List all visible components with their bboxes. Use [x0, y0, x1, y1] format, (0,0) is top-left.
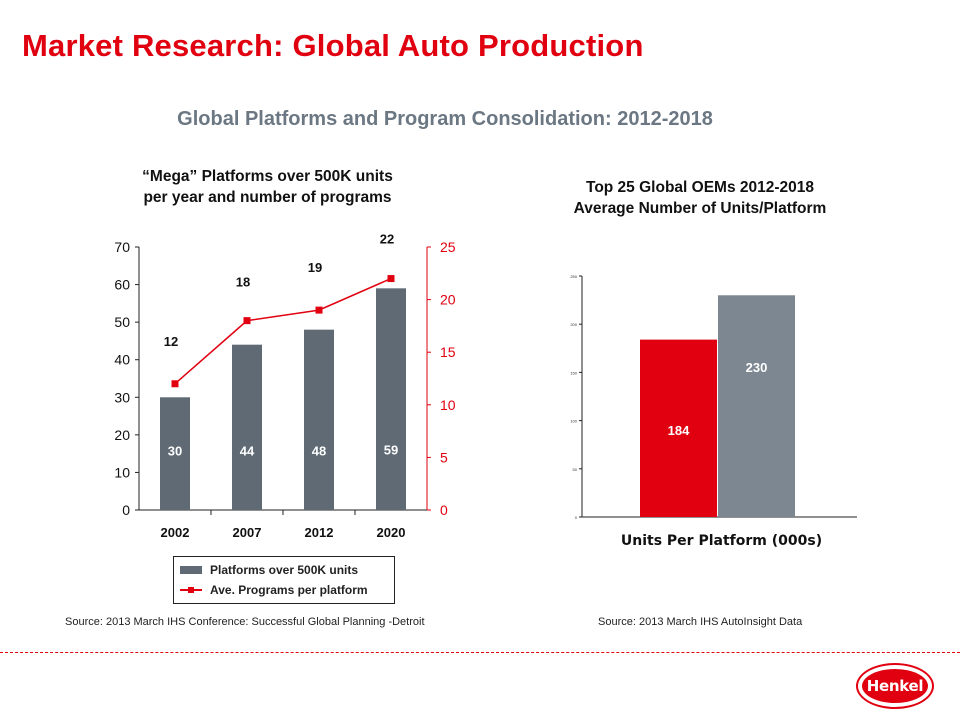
- bar-value-label: 30: [168, 444, 182, 459]
- line-point: [243, 317, 251, 325]
- line-value-label: 22: [380, 232, 394, 247]
- left-source-note: Source: 2013 March IHS Conference: Succe…: [65, 616, 425, 628]
- legend-item-line: Ave. Programs per platform: [180, 581, 368, 599]
- bar: [376, 288, 406, 510]
- right-chart-y-tick-label: 200: [570, 322, 577, 327]
- line-point: [387, 275, 395, 283]
- legend-line-label: Ave. Programs per platform: [210, 583, 368, 597]
- right-chart-heading-line2: Average Number of Units/Platform: [573, 200, 827, 217]
- line-point: [171, 380, 179, 388]
- legend-item-bars: Platforms over 500K units: [180, 561, 358, 579]
- right-y-tick-label: 5: [440, 449, 448, 465]
- logo-inner: Henkel: [862, 669, 928, 703]
- page-subtitle: Global Platforms and Program Consolidati…: [177, 108, 713, 130]
- right-chart-bar: [640, 339, 717, 517]
- right-chart-x-label: Units Per Platform (000s): [621, 533, 822, 549]
- right-y-tick-label: 0: [440, 502, 448, 518]
- bar-value-label: 44: [240, 444, 255, 459]
- line-value-label: 12: [164, 334, 178, 349]
- right-chart-y-tick-label: 50: [573, 467, 578, 472]
- right-chart-y-tick-label: 100: [570, 419, 577, 424]
- bar-value-label: 48: [312, 444, 326, 459]
- right-chart-y-tick-label: 0: [575, 515, 578, 520]
- x-tick-label: 2020: [377, 525, 406, 540]
- right-source-note: Source: 2013 March IHS AutoInsight Data: [598, 616, 803, 628]
- left-y-tick-label: 30: [114, 389, 130, 405]
- bar: [304, 329, 334, 510]
- page-title: Market Research: Global Auto Production: [22, 28, 644, 63]
- line-value-label: 19: [308, 260, 322, 275]
- legend-bar-label: Platforms over 500K units: [210, 563, 359, 577]
- footer-divider: [0, 652, 960, 654]
- right-chart-bar-label: 184: [668, 423, 690, 438]
- left-chart-heading: “Mega” Platforms over 500K units per yea…: [95, 166, 440, 208]
- right-y-tick-label: 25: [440, 239, 456, 255]
- bar: [232, 344, 262, 510]
- right-chart-heading: Top 25 Global OEMs 2012-2018 Average Num…: [515, 177, 885, 219]
- line-point: [315, 306, 323, 314]
- left-y-tick-label: 40: [114, 352, 130, 368]
- left-y-tick-label: 10: [114, 464, 130, 480]
- bar: [160, 397, 190, 510]
- x-tick-label: 2007: [233, 525, 262, 540]
- right-chart-bar: [718, 295, 795, 517]
- right-y-tick-label: 15: [440, 344, 456, 360]
- line-value-label: 18: [236, 275, 250, 290]
- left-y-tick-label: 50: [114, 314, 130, 330]
- legend-bar-swatch: [180, 566, 202, 574]
- right-chart-y-tick-label: 250: [570, 274, 577, 279]
- left-y-tick-label: 20: [114, 427, 130, 443]
- left-chart-heading-line2: per year and number of programs: [143, 189, 392, 206]
- legend-line-swatch: [180, 586, 202, 594]
- right-y-tick-label: 20: [440, 292, 456, 308]
- left-y-tick-label: 60: [114, 277, 130, 293]
- henkel-logo: Henkel: [856, 663, 934, 709]
- right-chart-heading-line1: Top 25 Global OEMs 2012-2018: [586, 179, 814, 196]
- right-y-tick-label: 10: [440, 397, 456, 413]
- right-chart-bar-label: 230: [746, 360, 768, 375]
- left-y-tick-label: 0: [122, 502, 130, 518]
- x-tick-label: 2002: [161, 525, 190, 540]
- left-chart-heading-line1: “Mega” Platforms over 500K units: [142, 168, 393, 185]
- left-chart-legend: Platforms over 500K units Ave. Programs …: [173, 556, 395, 604]
- logo-text: Henkel: [866, 677, 924, 695]
- bar-value-label: 59: [384, 443, 398, 458]
- left-y-tick-label: 70: [114, 239, 130, 255]
- right-chart-y-tick-label: 150: [570, 370, 577, 375]
- x-tick-label: 2012: [305, 525, 334, 540]
- logo-oval: Henkel: [856, 663, 934, 709]
- programs-line: [174, 277, 392, 385]
